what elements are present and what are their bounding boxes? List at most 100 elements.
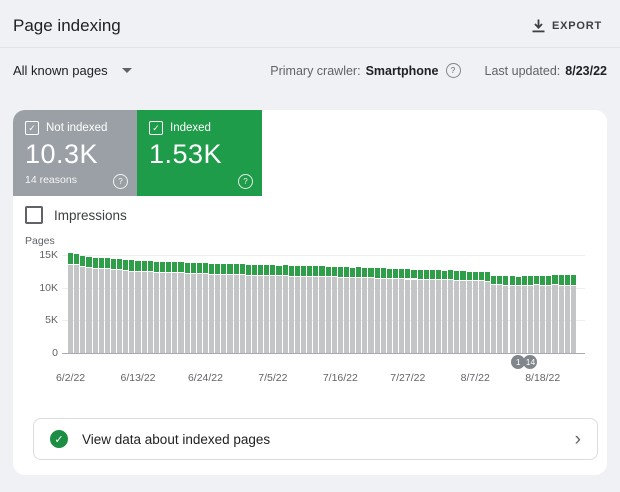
bar-segment-indexed[interactable] [117, 258, 123, 270]
bar-segment-indexed[interactable] [405, 269, 411, 279]
view-indexed-data-link[interactable]: ✓ View data about indexed pages › [33, 418, 598, 460]
bar-segment-indexed[interactable] [466, 271, 472, 281]
bar-segment-not-indexed[interactable] [454, 280, 460, 353]
bar-segment-indexed[interactable] [509, 276, 515, 285]
bar-segment-not-indexed[interactable] [110, 269, 117, 353]
bar-segment-not-indexed[interactable] [527, 285, 534, 353]
checkbox-unchecked-icon[interactable] [25, 206, 43, 224]
bar-segment-not-indexed[interactable] [313, 276, 319, 353]
bar-segment-not-indexed[interactable] [258, 275, 264, 353]
bar-segment-indexed[interactable] [546, 275, 552, 285]
bar-segment-not-indexed[interactable] [399, 279, 405, 353]
bar-segment-indexed[interactable] [153, 261, 159, 272]
bar-segment-indexed[interactable] [356, 267, 362, 277]
bar-segment-indexed[interactable] [221, 263, 227, 274]
help-icon[interactable]: ? [113, 174, 128, 189]
bar-segment-indexed[interactable] [392, 268, 399, 279]
bar-segment-not-indexed[interactable] [429, 280, 435, 353]
bar-segment-indexed[interactable] [362, 268, 368, 278]
bar-segment-not-indexed[interactable] [159, 272, 166, 353]
bar-segment-not-indexed[interactable] [92, 269, 98, 353]
bar-segment-indexed[interactable] [288, 266, 294, 276]
bar-segment-indexed[interactable] [227, 264, 233, 274]
bar-segment-indexed[interactable] [399, 269, 405, 279]
bar-segment-indexed[interactable] [454, 270, 460, 280]
bar-segment-not-indexed[interactable] [570, 285, 576, 353]
bar-segment-not-indexed[interactable] [147, 272, 153, 353]
bar-segment-not-indexed[interactable] [215, 274, 221, 353]
bar-segment-indexed[interactable] [233, 264, 239, 275]
bar-segment-indexed[interactable] [270, 265, 276, 275]
bar-segment-indexed[interactable] [178, 262, 184, 273]
bar-segment-not-indexed[interactable] [515, 286, 521, 353]
bar-segment-indexed[interactable] [98, 257, 104, 269]
bar-segment-not-indexed[interactable] [540, 285, 546, 353]
bar-segment-not-indexed[interactable] [478, 281, 484, 353]
export-button[interactable]: EXPORT [528, 17, 606, 35]
bar-segment-not-indexed[interactable] [337, 277, 343, 353]
bar-segment-not-indexed[interactable] [166, 272, 172, 353]
bar-segment-indexed[interactable] [350, 267, 356, 277]
bar-segment-indexed[interactable] [527, 276, 534, 285]
bar-segment-indexed[interactable] [515, 276, 521, 286]
bar-segment-not-indexed[interactable] [153, 272, 159, 353]
bar-segment-not-indexed[interactable] [202, 274, 209, 353]
bar-segment-indexed[interactable] [294, 266, 300, 276]
bar-segment-not-indexed[interactable] [405, 279, 411, 353]
bar-segment-indexed[interactable] [276, 265, 282, 276]
bar-segment-indexed[interactable] [319, 266, 325, 277]
bar-segment-not-indexed[interactable] [497, 285, 503, 353]
bar-segment-indexed[interactable] [166, 261, 172, 272]
bar-segment-not-indexed[interactable] [270, 275, 276, 353]
bar-segment-not-indexed[interactable] [558, 285, 564, 353]
bar-segment-not-indexed[interactable] [362, 278, 368, 353]
bar-segment-not-indexed[interactable] [80, 267, 86, 353]
bar-segment-indexed[interactable] [411, 269, 417, 279]
bar-segment-indexed[interactable] [190, 262, 196, 273]
not-indexed-card[interactable]: ✓ Not indexed 10.3K 14 reasons ? [13, 110, 137, 196]
bar-segment-not-indexed[interactable] [386, 278, 392, 353]
bar-segment-not-indexed[interactable] [294, 276, 300, 353]
bar-segment-not-indexed[interactable] [227, 274, 233, 353]
bar-segment-not-indexed[interactable] [534, 285, 540, 353]
bar-segment-not-indexed[interactable] [423, 279, 429, 353]
bar-segment-indexed[interactable] [239, 264, 245, 275]
bar-segment-not-indexed[interactable] [86, 267, 92, 353]
bar-segment-indexed[interactable] [325, 266, 331, 277]
bar-segment-not-indexed[interactable] [141, 271, 147, 353]
bar-segment-not-indexed[interactable] [472, 281, 478, 353]
bar-segment-not-indexed[interactable] [196, 273, 202, 353]
bar-segment-indexed[interactable] [386, 268, 392, 278]
bar-segment-indexed[interactable] [552, 274, 558, 285]
bar-segment-indexed[interactable] [196, 263, 202, 273]
bar-segment-indexed[interactable] [558, 274, 564, 285]
bar-segment-indexed[interactable] [472, 271, 478, 281]
bar-segment-indexed[interactable] [135, 260, 141, 271]
bar-segment-not-indexed[interactable] [190, 273, 196, 353]
bar-segment-not-indexed[interactable] [411, 279, 417, 353]
bar-segment-not-indexed[interactable] [343, 277, 350, 353]
bar-segment-not-indexed[interactable] [521, 285, 527, 353]
bar-segment-not-indexed[interactable] [123, 271, 129, 353]
help-icon[interactable]: ? [445, 63, 461, 78]
bar-segment-not-indexed[interactable] [209, 274, 215, 353]
bar-segment-indexed[interactable] [460, 271, 466, 281]
bar-segment-indexed[interactable] [110, 258, 117, 269]
bar-segment-indexed[interactable] [491, 275, 497, 285]
bar-segment-indexed[interactable] [368, 268, 374, 278]
bar-segment-not-indexed[interactable] [68, 264, 74, 353]
bar-segment-not-indexed[interactable] [117, 270, 123, 353]
bar-segment-not-indexed[interactable] [552, 285, 558, 353]
bar-segment-indexed[interactable] [534, 275, 540, 285]
bar-segment-not-indexed[interactable] [325, 277, 331, 353]
bar-segment-indexed[interactable] [417, 269, 423, 279]
bar-segment-indexed[interactable] [423, 270, 429, 279]
bar-segment-indexed[interactable] [68, 253, 74, 264]
bar-segment-not-indexed[interactable] [233, 275, 239, 353]
bar-segment-not-indexed[interactable] [239, 275, 245, 353]
bar-segment-not-indexed[interactable] [417, 279, 423, 353]
bar-segment-not-indexed[interactable] [374, 278, 380, 353]
bar-segment-not-indexed[interactable] [129, 271, 135, 353]
bar-segment-not-indexed[interactable] [251, 275, 258, 353]
bar-segment-indexed[interactable] [343, 267, 350, 277]
